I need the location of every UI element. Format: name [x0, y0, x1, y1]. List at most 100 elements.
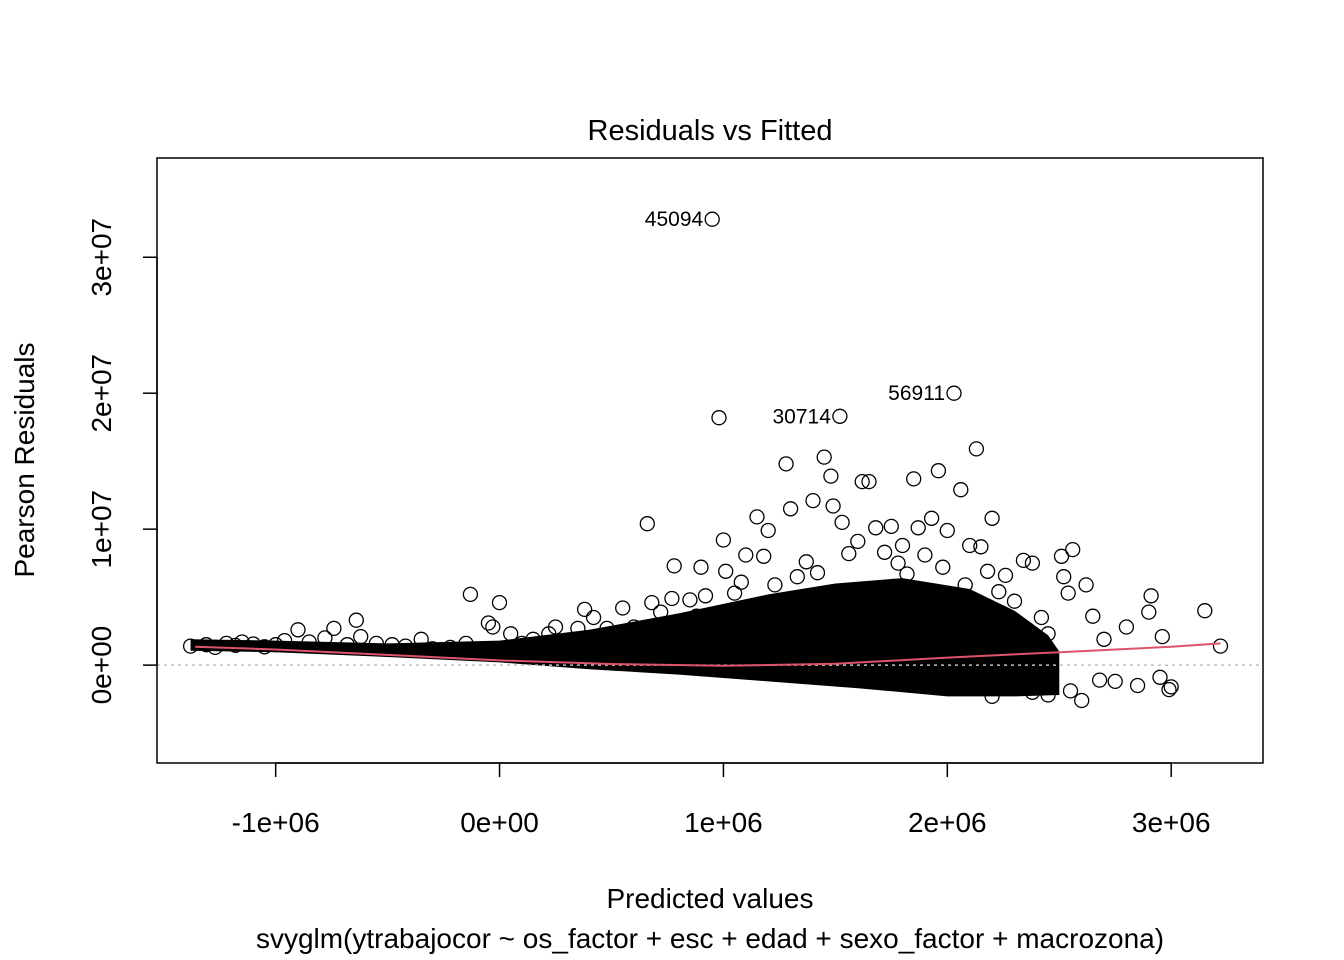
data-point — [805, 492, 821, 509]
point-label: 30714 — [772, 405, 831, 428]
data-point — [756, 548, 772, 564]
data-point — [749, 509, 765, 525]
data-point — [850, 533, 866, 550]
data-point — [890, 555, 906, 571]
data-point — [268, 637, 284, 653]
data-point — [823, 468, 839, 484]
y-tick-label: 0e+00 — [86, 626, 117, 705]
data-point — [979, 563, 996, 579]
data-point — [245, 636, 261, 652]
data-point — [939, 522, 955, 539]
data-point — [290, 622, 306, 638]
data-point — [704, 211, 720, 227]
x-tick-label: 2e+06 — [908, 807, 987, 838]
chart-title: Residuals vs Fitted — [588, 115, 833, 147]
data-point — [841, 545, 857, 562]
data-point — [789, 569, 805, 585]
data-point — [1096, 631, 1112, 647]
data-point — [559, 638, 575, 654]
data-point — [1060, 585, 1076, 601]
data-point — [767, 577, 783, 593]
data-point — [1163, 679, 1179, 695]
data-point — [1091, 672, 1108, 688]
data-point — [353, 628, 369, 645]
data-point — [424, 641, 441, 657]
data-point — [1129, 677, 1146, 694]
data-point — [923, 510, 940, 526]
x-tick-label: 0e+00 — [460, 807, 539, 838]
x-tick-label: 3e+06 — [1132, 807, 1211, 838]
data-point — [1006, 593, 1023, 609]
x-axis-subtitle: svyglm(ytrabajocor ~ os_factor + esc + e… — [256, 923, 1164, 954]
data-point — [1065, 541, 1081, 558]
data-point — [798, 554, 814, 570]
data-point — [688, 608, 705, 624]
data-point — [442, 639, 458, 656]
data-point — [711, 410, 727, 426]
data-point — [1154, 628, 1170, 645]
data-point — [317, 630, 333, 646]
data-point — [854, 473, 870, 490]
data-point — [825, 498, 841, 514]
data-point — [946, 385, 962, 401]
point-label: 45094 — [645, 208, 704, 231]
data-point — [782, 501, 799, 517]
data-point — [973, 539, 989, 555]
data-point — [198, 637, 214, 653]
data-point — [301, 634, 317, 650]
data-point — [1053, 548, 1070, 564]
data-point — [576, 601, 593, 618]
data-point — [953, 482, 969, 498]
data-point — [1107, 673, 1123, 690]
data-point — [899, 566, 915, 582]
data-point — [339, 637, 355, 653]
data-point — [218, 635, 235, 652]
data-point — [962, 537, 978, 554]
plot-area: 45094 56911 30714 — [157, 208, 1263, 709]
data-point — [883, 518, 899, 535]
data-point — [1078, 577, 1094, 593]
data-point — [832, 408, 848, 424]
point-cloud — [190, 578, 1060, 697]
data-point — [397, 638, 414, 654]
data-point — [816, 449, 832, 465]
data-point — [1040, 687, 1056, 703]
data-point — [910, 520, 926, 536]
data-point — [1212, 638, 1229, 654]
data-point — [276, 632, 293, 649]
data-point — [778, 456, 794, 472]
data-point — [666, 558, 682, 574]
data-point — [738, 547, 754, 563]
x-tick-label: -1e+06 — [232, 807, 320, 838]
data-point — [570, 620, 586, 637]
data-point — [1056, 569, 1072, 585]
data-point — [861, 473, 877, 490]
data-points — [182, 211, 1229, 709]
data-point — [834, 514, 850, 531]
data-point — [615, 600, 631, 616]
data-point — [1118, 619, 1135, 635]
data-point — [1197, 603, 1213, 619]
y-tick-label: 1e+07 — [86, 490, 117, 569]
data-point — [991, 584, 1007, 600]
data-point — [930, 463, 947, 479]
data-point — [514, 635, 530, 652]
data-point — [644, 594, 660, 611]
data-point — [894, 537, 911, 554]
data-point — [1033, 609, 1050, 626]
data-point — [485, 619, 501, 635]
data-point — [348, 612, 364, 628]
data-point — [664, 590, 680, 607]
point-label: 56911 — [888, 382, 945, 405]
data-point — [547, 619, 564, 635]
data-point — [1085, 608, 1101, 624]
data-point — [876, 544, 893, 560]
data-point — [491, 594, 508, 611]
data-point — [326, 620, 342, 637]
data-point — [639, 516, 655, 532]
point-cloud-area — [190, 578, 1060, 697]
y-tick-label: 2e+07 — [86, 354, 117, 433]
data-point — [585, 609, 602, 626]
y-axis: 0e+00 1e+07 2e+07 3e+07 — [86, 218, 158, 705]
